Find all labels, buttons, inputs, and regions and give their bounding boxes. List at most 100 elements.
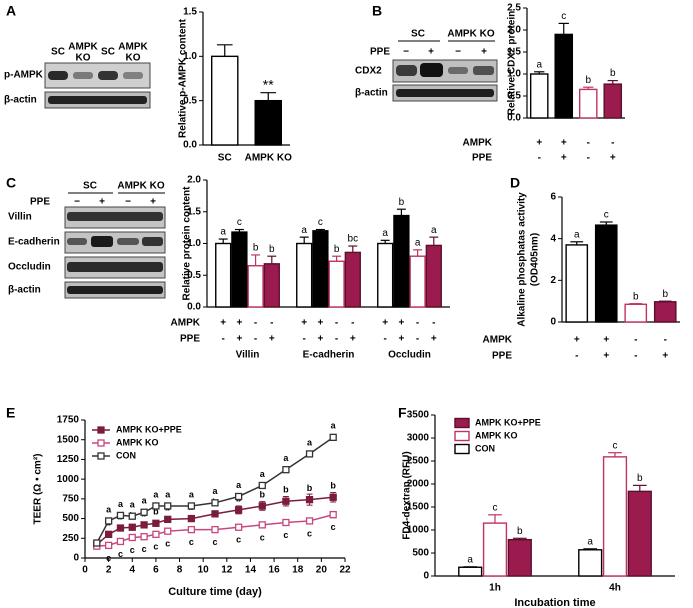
- marker: [258, 502, 266, 510]
- bar: [377, 242, 394, 308]
- x-tick-label: 18: [292, 565, 304, 576]
- significance-label: c: [237, 217, 242, 228]
- treatment-label: PPE: [30, 197, 50, 208]
- condition-label: AMPK: [171, 318, 201, 329]
- condition-mark: -: [634, 335, 637, 346]
- significance-label: c: [153, 542, 158, 552]
- bar: [231, 231, 248, 308]
- panel-label: F: [398, 405, 407, 421]
- row-label: E-cadherin: [8, 237, 60, 248]
- condition-mark: +: [220, 318, 226, 329]
- significance-label: bc: [348, 234, 359, 245]
- treatment-mark: −: [403, 47, 409, 58]
- significance-label: a: [260, 469, 266, 479]
- y-tick-label: 1.0: [507, 69, 521, 80]
- significance-label: c: [604, 210, 609, 221]
- y-tick-label: 4: [550, 233, 556, 244]
- significance-label: c: [307, 528, 312, 538]
- significance-label: b: [633, 291, 639, 302]
- marker: [187, 514, 196, 523]
- marker: [329, 493, 337, 501]
- bar: [296, 242, 313, 308]
- blot-band: [67, 286, 163, 294]
- condition-mark: -: [634, 351, 637, 362]
- y-tick-label: 2: [550, 275, 556, 286]
- y-axis-label: Relative CDX2 protein: [507, 11, 518, 115]
- x-tick-label: 22: [339, 565, 351, 576]
- y-axis-label: TEER (Ω • cm²): [33, 454, 44, 525]
- marker: [211, 499, 219, 507]
- x-tick-label: 4: [129, 565, 135, 576]
- blot-band: [73, 72, 93, 79]
- y-tick-label: 1.0: [183, 51, 197, 62]
- y-tick-label: 2000: [407, 479, 430, 490]
- significance-label: a: [574, 229, 580, 240]
- significance-label: b: [153, 507, 159, 517]
- condition-mark: -: [303, 334, 306, 345]
- bar: [393, 214, 410, 308]
- bar: [529, 73, 549, 119]
- significance-label: b: [637, 473, 643, 484]
- significance-label: a: [467, 554, 473, 565]
- marker: [305, 450, 314, 458]
- significance-label: c: [106, 553, 111, 563]
- legend-label: CON: [116, 450, 136, 460]
- bar: [210, 55, 239, 146]
- significance-label: b: [585, 75, 591, 86]
- significance-label: a: [307, 437, 313, 447]
- significance-label: a: [382, 228, 388, 239]
- significance-label: a: [220, 227, 226, 238]
- lane-label: AMPK KO: [68, 41, 98, 63]
- marker: [152, 519, 160, 527]
- x-tick-label: 0: [82, 565, 88, 576]
- significance-label: a: [165, 489, 171, 499]
- significance-label: c: [165, 539, 170, 549]
- condition-mark: +: [382, 318, 388, 329]
- condition-mark: +: [574, 335, 580, 346]
- significance-label: **: [263, 76, 274, 92]
- blot-membrane: [64, 231, 166, 254]
- treatment-mark: +: [428, 47, 434, 58]
- x-tick-label: 8: [177, 565, 183, 576]
- blot-band: [448, 67, 468, 74]
- condition-mark: -: [538, 153, 541, 164]
- marker: [128, 512, 136, 520]
- significance-label: b: [269, 244, 275, 255]
- legend-marker: [97, 439, 105, 447]
- significance-label: a: [236, 480, 242, 490]
- condition-mark: -: [335, 318, 338, 329]
- x-axis-label: Culture time (day): [168, 586, 262, 598]
- significance-label: b: [610, 68, 616, 79]
- y-tick-label: 1750: [57, 415, 80, 426]
- condition-mark: +: [603, 335, 609, 346]
- y-tick-label: 2.5: [507, 3, 521, 14]
- condition-mark: +: [350, 334, 356, 345]
- marker: [128, 523, 136, 531]
- group-label: SC: [83, 181, 97, 192]
- x-tick-label: 4h: [609, 583, 621, 594]
- significance-label: a: [106, 504, 112, 514]
- marker: [140, 508, 148, 516]
- significance-label: a: [331, 421, 337, 431]
- marker: [258, 481, 266, 490]
- condition-mark: +: [561, 138, 567, 149]
- condition-mark: -: [587, 153, 590, 164]
- blot-band: [473, 66, 494, 75]
- bar: [409, 255, 426, 308]
- blot-band: [48, 71, 68, 80]
- panel-label: C: [6, 175, 16, 191]
- marker: [164, 527, 172, 535]
- y-tick-label: 750: [62, 493, 79, 504]
- y-tick-label: 0.5: [183, 95, 197, 106]
- marker: [305, 517, 314, 525]
- blot-band: [98, 71, 118, 80]
- condition-mark: -: [664, 335, 667, 346]
- marker: [329, 510, 337, 519]
- row-label: β-actin: [355, 88, 388, 99]
- significance-label: a: [130, 500, 136, 510]
- legend-label: AMPK KO: [475, 430, 518, 440]
- legend-label: CON: [475, 443, 495, 453]
- lane-label: SC: [51, 47, 65, 58]
- condition-mark: +: [536, 138, 542, 149]
